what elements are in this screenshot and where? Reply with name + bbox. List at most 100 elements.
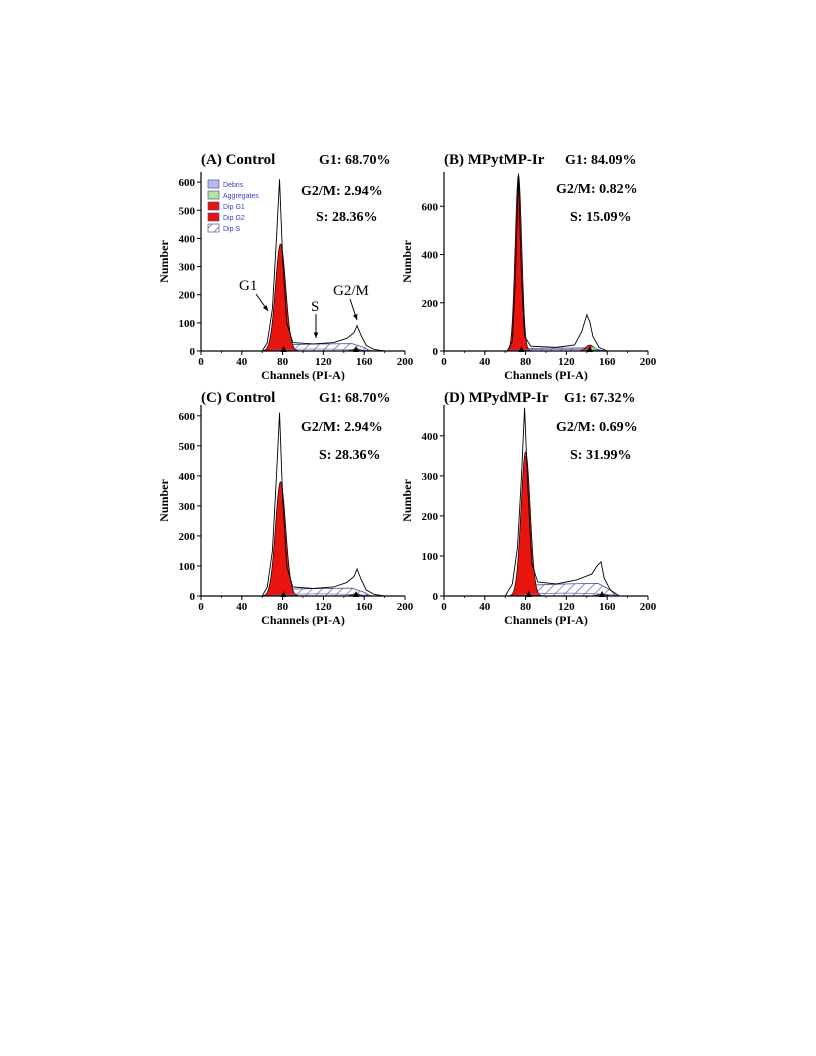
x-tick-label: 200 <box>640 356 657 368</box>
cell-cycle-stat: G1: 84.09% <box>565 153 637 168</box>
x-tick-label: 40 <box>236 601 248 613</box>
y-tick-label: 400 <box>179 233 196 245</box>
legend-label: Dip G2 <box>223 215 245 222</box>
y-tick-label: 300 <box>179 262 196 274</box>
x-axis-label: Channels (PI-A) <box>261 368 345 382</box>
legend: Debris Aggregates Dip G1 Dip G2 Dip S <box>207 179 259 233</box>
chart-panel-d: 0 40 80 120 160 200 0 100 200 300 400 Channels (PI-… <box>400 390 657 627</box>
x-tick-label: 120 <box>315 601 332 613</box>
x-axis-label: Channels (PI-A) <box>504 613 588 627</box>
arrow-head <box>353 314 358 320</box>
y-tick-label: 200 <box>179 531 196 543</box>
peak-marker <box>280 591 287 597</box>
arrow-head <box>313 332 319 338</box>
legend-swatch <box>207 201 220 211</box>
legend-label: Debris <box>223 182 244 189</box>
x-tick-label: 160 <box>599 601 616 613</box>
peak-marker <box>353 346 360 352</box>
arrow-head <box>262 305 268 311</box>
y-tick-label: 100 <box>422 551 439 563</box>
legend-label: Dip G1 <box>223 204 245 211</box>
y-tick-label: 600 <box>179 411 196 423</box>
legend-label: Aggregates <box>223 193 259 200</box>
peak-marker <box>353 591 360 597</box>
peak-marker <box>586 346 593 352</box>
phase-label: S <box>311 299 319 315</box>
dip-g1-area <box>259 481 302 597</box>
cell-cycle-stat: G2/M: 0.82% <box>556 182 638 197</box>
x-tick-label: 120 <box>558 356 575 368</box>
x-tick-label: 40 <box>479 601 491 613</box>
phase-annotations: G1 S G2/M <box>239 278 369 338</box>
dip-g1-area <box>259 243 302 352</box>
dip-g1-area <box>506 451 545 597</box>
x-tick-label: 0 <box>441 601 447 613</box>
phase-label: G1 <box>239 278 257 294</box>
y-tick-label: 400 <box>422 250 439 262</box>
y-tick-label: 0 <box>190 591 196 603</box>
x-tick-label: 160 <box>356 601 373 613</box>
x-tick-label: 200 <box>640 601 657 613</box>
x-tick-label: 120 <box>315 356 332 368</box>
cell-cycle-stat: S: 28.36% <box>316 210 377 225</box>
y-tick-label: 0 <box>190 346 196 358</box>
y-tick-label: 200 <box>179 290 196 302</box>
cell-cycle-stat: G2/M: 2.94% <box>301 420 383 435</box>
x-axis-label: Channels (PI-A) <box>504 368 588 382</box>
y-tick-label: 600 <box>179 177 196 189</box>
x-tick-label: 160 <box>599 356 616 368</box>
cell-cycle-stat: S: 31.99% <box>570 448 631 463</box>
x-tick-label: 200 <box>397 601 414 613</box>
histogram-outline <box>504 407 620 597</box>
legend-swatch <box>207 223 220 233</box>
y-tick-label: 500 <box>179 205 196 217</box>
peak-marker <box>518 346 525 352</box>
panel-title: (C) Control <box>201 390 275 406</box>
y-tick-label: 100 <box>179 561 196 573</box>
y-tick-label: 0 <box>433 346 439 358</box>
y-tick-label: 200 <box>422 298 439 310</box>
x-tick-label: 80 <box>277 601 289 613</box>
x-tick-label: 0 <box>441 356 447 368</box>
x-tick-label: 80 <box>520 601 532 613</box>
histogram-outline <box>261 179 385 352</box>
x-tick-label: 120 <box>558 601 575 613</box>
x-tick-label: 0 <box>198 601 204 613</box>
cell-cycle-stat: G2/M: 2.94% <box>301 184 383 199</box>
x-tick-label: 40 <box>479 356 491 368</box>
x-axis-label: Channels (PI-A) <box>261 613 345 627</box>
histogram-outline <box>506 173 608 352</box>
cell-cycle-stat: G1: 68.70% <box>319 153 391 168</box>
y-tick-label: 0 <box>433 591 439 603</box>
peak-marker <box>599 591 606 597</box>
legend-label: Dip S <box>223 226 240 233</box>
y-tick-label: 400 <box>422 431 439 443</box>
peak-marker <box>280 346 287 352</box>
y-tick-label: 100 <box>179 318 196 330</box>
y-axis-label: Number <box>157 240 171 283</box>
y-axis-label: Number <box>400 479 414 522</box>
peak-marker <box>525 591 532 597</box>
y-axis-label: Number <box>157 479 171 522</box>
y-tick-label: 300 <box>422 471 439 483</box>
x-tick-label: 80 <box>520 356 532 368</box>
cell-cycle-stat: G2/M: 0.69% <box>556 420 638 435</box>
phase-label: G2/M <box>333 283 369 299</box>
y-tick-label: 600 <box>422 201 439 213</box>
legend-swatch <box>207 190 220 200</box>
histogram-outline <box>261 412 385 597</box>
y-axis-label: Number <box>400 240 414 283</box>
y-tick-label: 400 <box>179 471 196 483</box>
x-tick-label: 200 <box>397 356 414 368</box>
y-tick-label: 500 <box>179 441 196 453</box>
y-tick-label: 200 <box>422 511 439 523</box>
y-tick-label: 300 <box>179 501 196 513</box>
cell-cycle-stat: S: 28.36% <box>319 448 380 463</box>
panel-title: (B) MPytMP-Ir <box>444 152 545 168</box>
dip-g1-area <box>505 174 533 352</box>
cell-cycle-stat: G1: 68.70% <box>319 391 391 406</box>
legend-swatch <box>207 212 220 222</box>
cell-cycle-stat: G1: 67.32% <box>564 391 636 406</box>
x-tick-label: 40 <box>236 356 248 368</box>
